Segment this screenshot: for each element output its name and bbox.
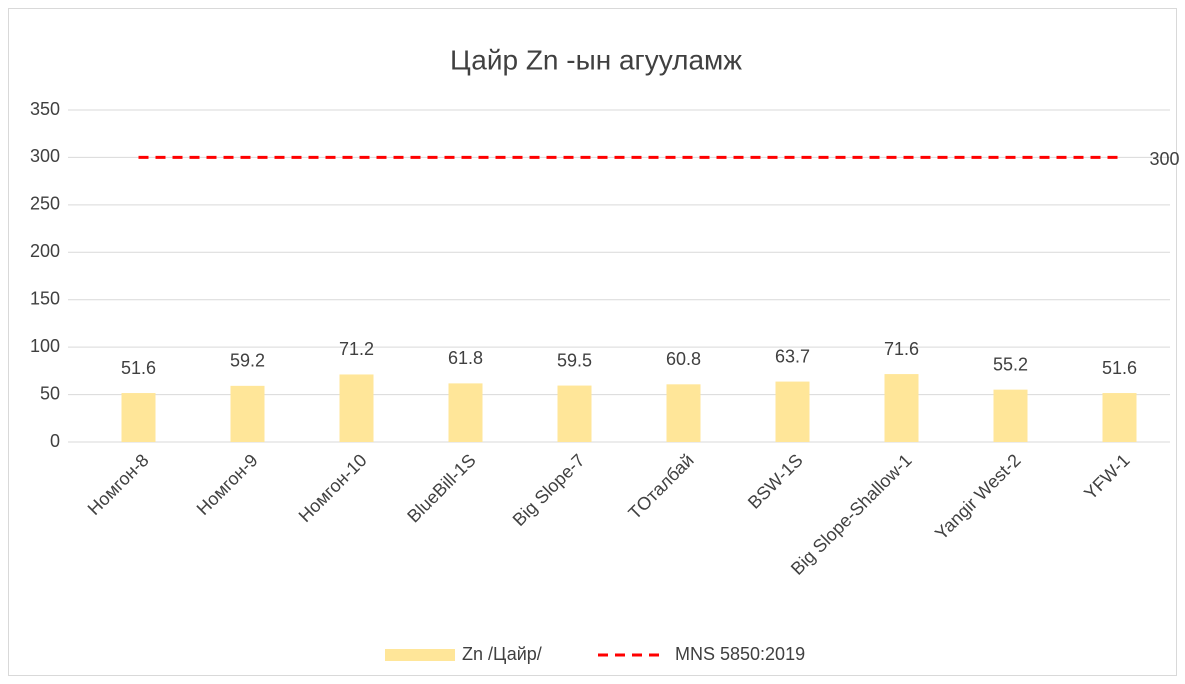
chart-border: [8, 8, 1177, 676]
data-label: 61.8: [448, 348, 483, 368]
bar: [884, 374, 919, 442]
data-label: 59.5: [557, 350, 592, 370]
data-label: 71.6: [884, 339, 919, 359]
bar: [339, 374, 374, 442]
data-label: 60.8: [666, 349, 701, 369]
y-tick-label: 300: [30, 146, 60, 166]
bar: [993, 389, 1028, 442]
data-label: 59.2: [230, 351, 265, 371]
y-tick-label: 100: [30, 336, 60, 356]
data-label: 51.6: [121, 358, 156, 378]
legend-swatch: [385, 649, 455, 661]
bar: [775, 381, 810, 442]
y-tick-label: 350: [30, 99, 60, 119]
bar: [1102, 393, 1137, 442]
data-label: 71.2: [339, 339, 374, 359]
y-tick-label: 50: [40, 383, 60, 403]
bar: [666, 384, 701, 442]
y-tick-label: 0: [50, 431, 60, 451]
y-tick-label: 150: [30, 288, 60, 308]
legend-label: MNS 5850:2019: [675, 644, 805, 664]
bar: [121, 393, 156, 442]
bar: [448, 383, 483, 442]
bar: [557, 385, 592, 442]
data-label: 51.6: [1102, 358, 1137, 378]
y-tick-label: 250: [30, 194, 60, 214]
bar: [230, 385, 265, 442]
data-label: 63.7: [775, 346, 810, 366]
y-tick-label: 200: [30, 241, 60, 261]
chart-title: Цайр Zn -ын агууламж: [450, 44, 742, 75]
data-label: 300: [1150, 149, 1180, 169]
legend-label: Zn /Цайр/: [462, 644, 542, 664]
data-label: 55.2: [993, 354, 1028, 374]
